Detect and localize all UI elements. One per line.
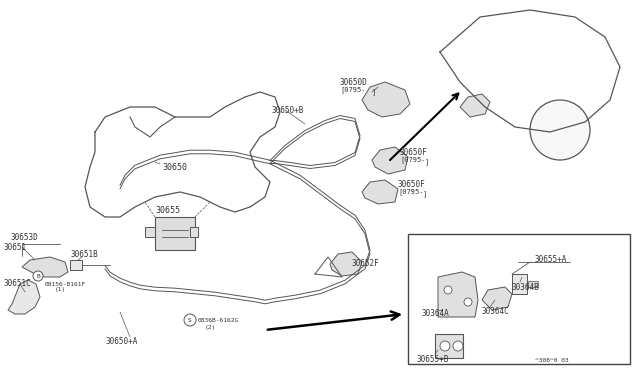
Circle shape [444,286,452,294]
Text: 08156-8161F: 08156-8161F [45,282,86,288]
Text: 30651C: 30651C [3,279,31,289]
Polygon shape [482,287,512,310]
Text: 30364A: 30364A [422,310,450,318]
Circle shape [33,271,43,281]
Bar [512,274,527,294]
Text: 30650+A: 30650+A [105,337,138,346]
Text: ]: ] [372,89,376,95]
Polygon shape [460,94,490,117]
Text: ]: ] [423,190,428,198]
Bar [408,234,630,364]
Text: 30650D: 30650D [340,77,368,87]
Text: [0795-: [0795- [400,157,426,163]
Circle shape [440,341,450,351]
Text: 30655+A: 30655+A [535,256,568,264]
Text: 30650F: 30650F [398,180,426,189]
Polygon shape [22,257,68,277]
Text: ^308^0 03: ^308^0 03 [535,357,569,362]
Text: S: S [188,317,192,323]
Circle shape [184,314,196,326]
Text: 30653D: 30653D [10,232,38,241]
Circle shape [530,100,590,160]
Text: [0795-: [0795- [340,87,365,93]
Circle shape [453,341,463,351]
Bar [70,260,82,270]
Text: 30655+B: 30655+B [417,356,449,365]
Text: ]: ] [425,158,429,166]
Text: 30650+B: 30650+B [272,106,305,115]
Text: 30364C: 30364C [482,308,509,317]
Text: 30650: 30650 [162,163,187,171]
Polygon shape [362,82,410,117]
Text: 30650F: 30650F [400,148,428,157]
Circle shape [464,298,472,306]
Text: B: B [36,273,40,279]
Text: 30652F: 30652F [352,260,380,269]
Text: (2): (2) [205,324,216,330]
Bar [435,334,463,358]
Text: 30655: 30655 [155,205,180,215]
Bar [145,227,155,237]
Bar [528,281,538,287]
Polygon shape [362,180,398,204]
Text: 30651B: 30651B [70,250,98,259]
Text: [0795-: [0795- [398,189,424,195]
Polygon shape [438,272,478,317]
Text: 0836B-6162G: 0836B-6162G [198,317,239,323]
Text: (1): (1) [55,288,67,292]
Text: 30364B: 30364B [512,282,540,292]
Text: 30651: 30651 [3,243,26,251]
Polygon shape [155,217,195,250]
Bar [190,227,198,237]
Polygon shape [8,280,40,314]
Polygon shape [330,252,362,276]
Polygon shape [372,147,408,174]
